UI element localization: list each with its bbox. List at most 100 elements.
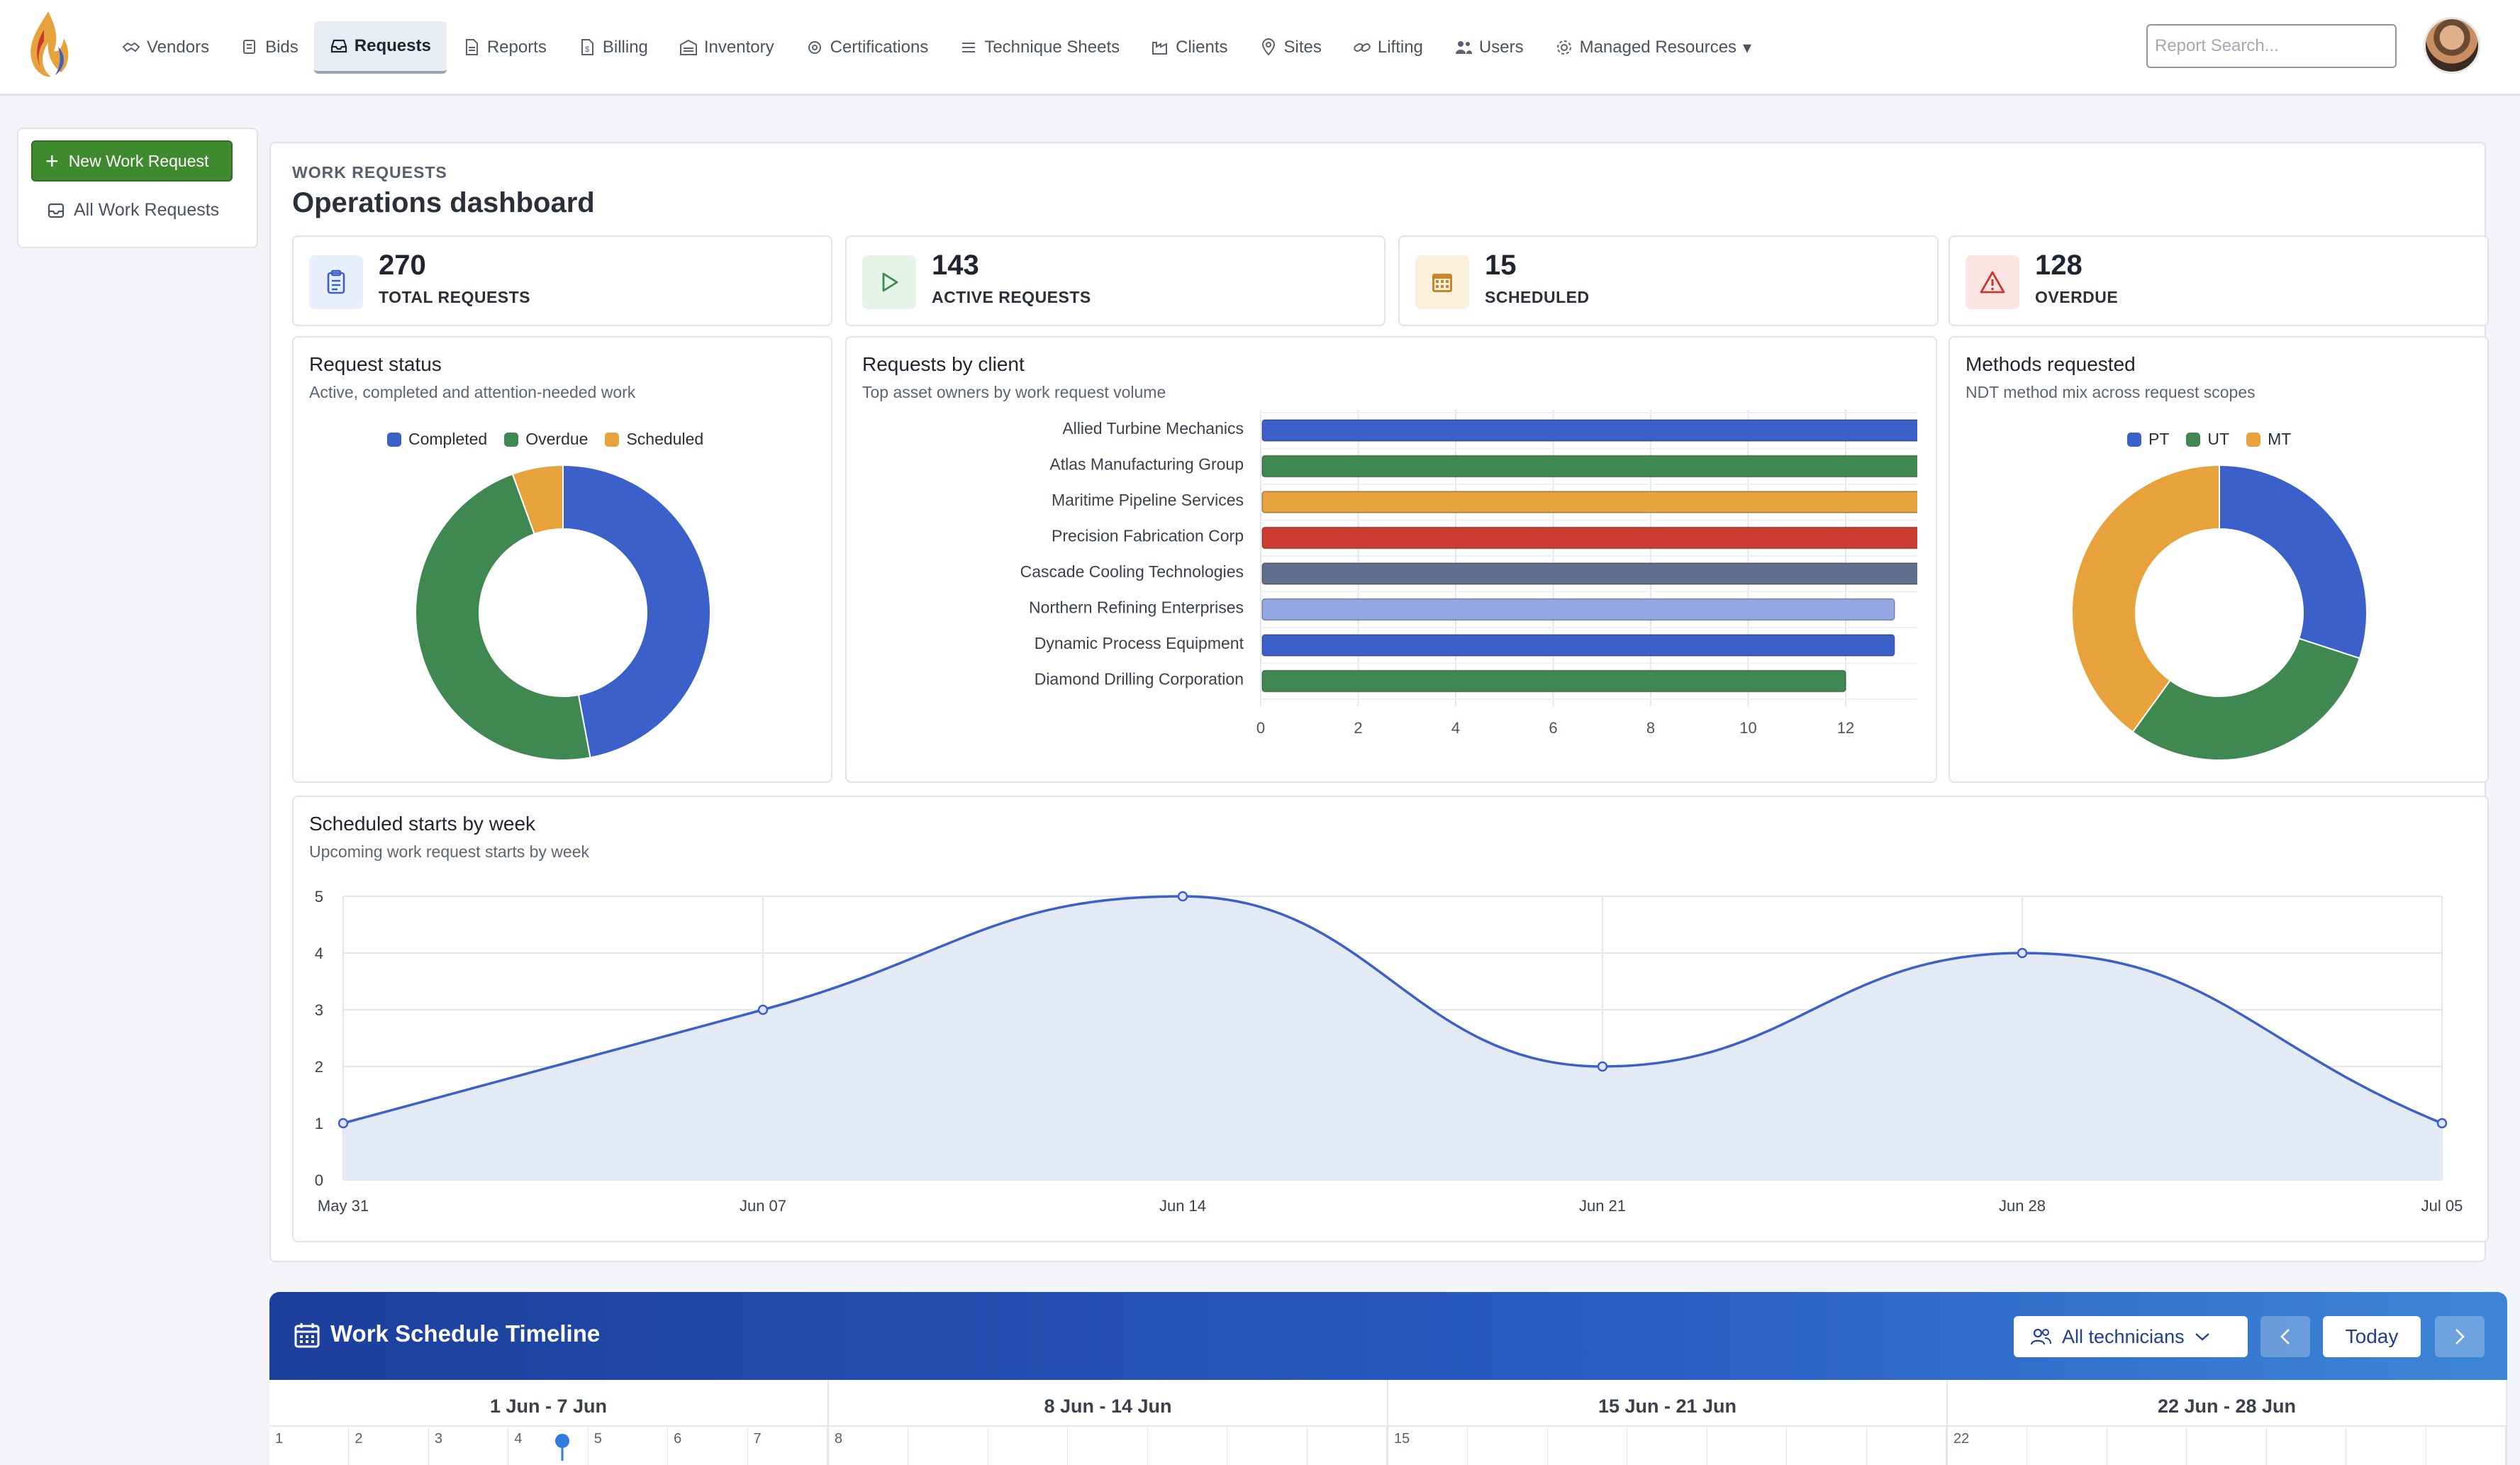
map-pin-icon bbox=[1261, 38, 1275, 56]
day-cell[interactable]: 1 bbox=[269, 1427, 350, 1465]
day-cell[interactable] bbox=[1548, 1427, 1628, 1465]
calendar-icon bbox=[1432, 274, 1452, 292]
donut-slice-overdue[interactable] bbox=[415, 473, 591, 761]
data-point[interactable] bbox=[338, 1118, 349, 1129]
nav-item-inventory[interactable]: Inventory bbox=[664, 21, 790, 74]
bar[interactable] bbox=[1261, 598, 1895, 621]
day-cell[interactable]: 3 bbox=[429, 1427, 509, 1465]
x-tick-label: Jun 07 bbox=[740, 1197, 786, 1215]
stat-card-active-requests[interactable]: 143 ACTIVE REQUESTS bbox=[845, 235, 1386, 326]
day-cell[interactable] bbox=[2027, 1427, 2107, 1465]
day-cell[interactable] bbox=[1068, 1427, 1148, 1465]
stat-card-overdue[interactable]: 128 OVERDUE bbox=[1948, 235, 2489, 326]
day-cell[interactable] bbox=[988, 1427, 1069, 1465]
day-cell[interactable]: 2 bbox=[349, 1427, 429, 1465]
legend-item-scheduled[interactable]: Scheduled bbox=[605, 430, 703, 449]
nav-item-requests[interactable]: Requests bbox=[313, 21, 447, 74]
nav-item-label: Certifications bbox=[830, 38, 929, 57]
nav-item-users[interactable]: Users bbox=[1439, 21, 1539, 74]
stat-value: 270 bbox=[379, 250, 426, 281]
day-cell[interactable]: 8 bbox=[829, 1427, 909, 1465]
bar[interactable] bbox=[1261, 634, 1895, 657]
nav-item-reports[interactable]: Reports bbox=[447, 21, 562, 74]
bar[interactable] bbox=[1261, 419, 1917, 442]
file-icon bbox=[465, 39, 478, 55]
nav-item-technique-sheets[interactable]: Technique Sheets bbox=[944, 21, 1135, 74]
next-week-button[interactable] bbox=[2435, 1316, 2485, 1357]
day-cell[interactable] bbox=[1148, 1427, 1228, 1465]
nav-item-vendors[interactable]: Vendors bbox=[106, 21, 225, 74]
gavel-icon bbox=[243, 40, 256, 54]
nav-item-sites[interactable]: Sites bbox=[1244, 21, 1337, 74]
day-cell[interactable]: 5 bbox=[589, 1427, 669, 1465]
day-cell[interactable]: 7 bbox=[748, 1427, 827, 1465]
stat-card-total-requests[interactable]: 270 TOTAL REQUESTS bbox=[292, 235, 832, 326]
data-point[interactable] bbox=[2436, 1118, 2448, 1129]
legend-item-pt[interactable]: PT bbox=[2127, 430, 2169, 449]
data-point[interactable] bbox=[1177, 891, 1188, 902]
day-cell[interactable]: 6 bbox=[668, 1427, 748, 1465]
day-cell[interactable] bbox=[1627, 1427, 1707, 1465]
legend-item-mt[interactable]: MT bbox=[2246, 430, 2291, 449]
day-cell[interactable] bbox=[2107, 1427, 2187, 1465]
user-avatar[interactable] bbox=[2424, 17, 2480, 74]
donut-slice-pt[interactable] bbox=[2219, 464, 2368, 659]
all-work-requests-link[interactable]: All Work Requests bbox=[47, 200, 219, 221]
day-cell[interactable]: 4 bbox=[508, 1427, 589, 1465]
timeline-week: 8 Jun - 14 Jun 8 bbox=[829, 1380, 1388, 1465]
nav-item-certifications[interactable]: Certifications bbox=[790, 21, 944, 74]
timeline-week: 1 Jun - 7 Jun 1 2 3 4 5 6 7 bbox=[269, 1380, 829, 1465]
day-cell[interactable] bbox=[2267, 1427, 2347, 1465]
day-cell[interactable] bbox=[2187, 1427, 2267, 1465]
x-tick-label: Jul 05 bbox=[2421, 1197, 2463, 1215]
data-point[interactable] bbox=[757, 1004, 769, 1015]
legend-swatch bbox=[2246, 432, 2261, 447]
bar[interactable] bbox=[1261, 455, 1917, 478]
legend-swatch bbox=[504, 432, 519, 447]
new-work-request-button[interactable]: + New Work Request bbox=[31, 140, 233, 182]
requests-by-client-bar-chart: 0246810121416Allied Turbine MechanicsAtl… bbox=[1020, 410, 1917, 737]
day-cell[interactable] bbox=[1468, 1427, 1548, 1465]
donut-slice-scheduled[interactable] bbox=[511, 464, 564, 535]
brand-logo[interactable] bbox=[23, 9, 74, 79]
nav-item-bids[interactable]: Bids bbox=[225, 21, 314, 74]
day-cell[interactable] bbox=[1867, 1427, 1946, 1465]
caret-down-icon: ▾ bbox=[1743, 38, 1752, 57]
legend-item-ut[interactable]: UT bbox=[2186, 430, 2229, 449]
day-cell[interactable] bbox=[908, 1427, 988, 1465]
legend-item-completed[interactable]: Completed bbox=[387, 430, 487, 449]
factory-icon bbox=[1152, 42, 1168, 55]
timeline-title: Work Schedule Timeline bbox=[330, 1320, 601, 1347]
day-cell[interactable] bbox=[1308, 1427, 1387, 1465]
request-status-panel: Request status Active, completed and att… bbox=[292, 336, 832, 783]
panel-title: Request status bbox=[309, 353, 442, 375]
previous-week-button[interactable] bbox=[2260, 1316, 2310, 1357]
legend-item-overdue[interactable]: Overdue bbox=[504, 430, 588, 449]
nav-item-billing[interactable]: $ Billing bbox=[562, 21, 664, 74]
data-point[interactable] bbox=[1597, 1061, 1608, 1072]
day-cell[interactable] bbox=[2346, 1427, 2426, 1465]
legend-label: UT bbox=[2207, 430, 2230, 448]
bar[interactable] bbox=[1261, 669, 1846, 693]
today-button[interactable]: Today bbox=[2323, 1316, 2421, 1357]
y-tick-label: 1 bbox=[315, 1115, 323, 1132]
day-cell[interactable] bbox=[1707, 1427, 1788, 1465]
donut-slice-completed[interactable] bbox=[562, 464, 711, 759]
bar[interactable] bbox=[1261, 526, 1917, 550]
donut-slice-ut[interactable] bbox=[2131, 637, 2361, 762]
day-cell[interactable] bbox=[2426, 1427, 2506, 1465]
donut-slice-mt[interactable] bbox=[2071, 464, 2220, 733]
day-cell[interactable] bbox=[1787, 1427, 1867, 1465]
bar[interactable] bbox=[1261, 562, 1917, 585]
nav-item-clients[interactable]: Clients bbox=[1135, 21, 1243, 74]
nav-item-lifting[interactable]: Lifting bbox=[1337, 21, 1439, 74]
nav-item-managed-resources[interactable]: Managed Resources ▾ bbox=[1539, 21, 1768, 74]
technician-filter-select[interactable]: All technicians bbox=[2014, 1316, 2248, 1357]
data-point[interactable] bbox=[2017, 947, 2028, 959]
day-cell[interactable] bbox=[1227, 1427, 1308, 1465]
day-cell[interactable]: 22 bbox=[1948, 1427, 2028, 1465]
stat-card-scheduled[interactable]: 15 SCHEDULED bbox=[1398, 235, 1939, 326]
day-cell[interactable]: 15 bbox=[1388, 1427, 1468, 1465]
bar[interactable] bbox=[1261, 491, 1917, 513]
report-search-input[interactable] bbox=[2146, 24, 2397, 68]
